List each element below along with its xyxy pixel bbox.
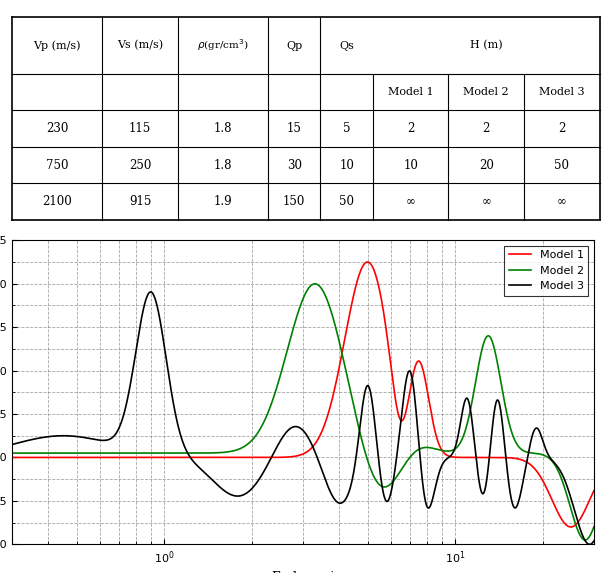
Text: 30: 30	[287, 159, 302, 172]
Text: 2: 2	[558, 122, 565, 135]
Model 2	[231, 447, 239, 454]
Text: 2100: 2100	[42, 195, 72, 208]
Text: 20: 20	[479, 159, 494, 172]
X-axis label: Frekuensi: Frekuensi	[271, 571, 335, 573]
Text: ∞: ∞	[481, 195, 491, 208]
Model 1	[257, 454, 264, 461]
Model 3	[579, 532, 586, 539]
Text: Model 3: Model 3	[539, 87, 585, 97]
Model 2	[516, 445, 524, 452]
Model 1	[364, 258, 371, 265]
Text: Qp: Qp	[286, 41, 302, 50]
Text: 750: 750	[46, 159, 68, 172]
Line: Model 3: Model 3	[12, 292, 594, 544]
Text: 150: 150	[283, 195, 305, 208]
Model 2	[257, 425, 264, 432]
Text: 1.8: 1.8	[214, 159, 232, 172]
Model 3	[109, 434, 116, 441]
Model 1	[567, 524, 574, 531]
Text: ∞: ∞	[406, 195, 416, 208]
Model 1	[579, 511, 587, 518]
Text: 1.9: 1.9	[214, 195, 232, 208]
Text: Model 2: Model 2	[464, 87, 509, 97]
Model 3	[75, 433, 82, 440]
Model 1	[231, 454, 239, 461]
Text: 5: 5	[343, 122, 350, 135]
Model 1	[109, 454, 116, 461]
Text: ∞: ∞	[557, 195, 567, 208]
Text: 915: 915	[129, 195, 152, 208]
Model 3	[257, 473, 264, 480]
Text: H (m): H (m)	[470, 41, 502, 51]
Model 2	[109, 450, 116, 457]
Model 1	[75, 454, 82, 461]
Model 1	[8, 454, 16, 461]
Model 3	[590, 537, 598, 544]
Text: Vp (m/s): Vp (m/s)	[33, 40, 81, 51]
Text: Model 1: Model 1	[388, 87, 433, 97]
Text: Vs (m/s): Vs (m/s)	[117, 41, 163, 51]
Model 2	[75, 450, 82, 457]
Model 3	[586, 541, 593, 548]
Model 3	[8, 441, 16, 448]
Text: 10: 10	[339, 159, 354, 172]
Text: 230: 230	[46, 122, 68, 135]
Text: 50: 50	[339, 195, 354, 208]
Text: 10: 10	[403, 159, 418, 172]
Text: 2: 2	[482, 122, 490, 135]
Text: 15: 15	[287, 122, 302, 135]
Text: 50: 50	[554, 159, 570, 172]
Line: Model 2: Model 2	[12, 284, 594, 540]
Model 3	[231, 492, 239, 499]
Model 3	[147, 288, 155, 295]
Line: Model 1: Model 1	[12, 262, 594, 527]
Model 2	[590, 523, 598, 530]
Text: Qs: Qs	[339, 41, 354, 50]
Model 2	[8, 450, 16, 457]
Text: $\rho$(gr/cm$^3$): $\rho$(gr/cm$^3$)	[197, 38, 249, 53]
Model 2	[579, 535, 586, 542]
Model 3	[516, 493, 524, 500]
Model 2	[582, 536, 589, 543]
Text: 250: 250	[129, 159, 152, 172]
Model 1	[516, 456, 524, 463]
Model 2	[311, 280, 319, 287]
Text: 1.8: 1.8	[214, 122, 232, 135]
Legend: Model 1, Model 2, Model 3: Model 1, Model 2, Model 3	[504, 246, 588, 296]
Model 1	[590, 487, 598, 494]
Text: 2: 2	[407, 122, 415, 135]
Text: 115: 115	[129, 122, 152, 135]
